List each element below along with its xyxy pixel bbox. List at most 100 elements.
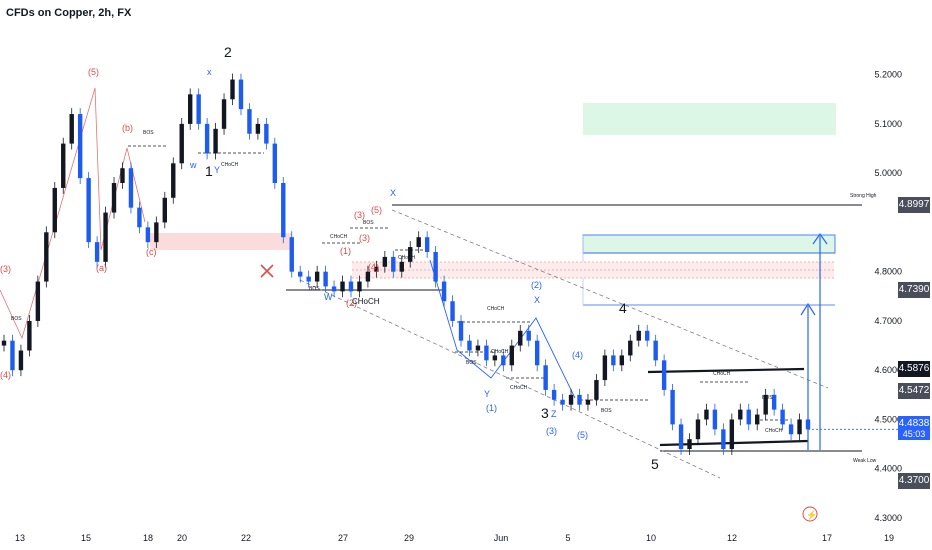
blue-w-top: w: [189, 160, 197, 170]
candle-body: [543, 365, 548, 390]
candle-body: [585, 399, 591, 405]
choch-4: CHoCH: [487, 306, 505, 312]
price-tick: 4.8000: [874, 267, 902, 277]
time-tick: 10: [646, 533, 656, 543]
wave-2: 2: [224, 44, 232, 60]
candle-body: [746, 409, 751, 425]
choch-big: CHoCH: [352, 297, 380, 306]
candle-body: [780, 409, 785, 425]
candle-body: [475, 345, 481, 351]
candle-body: [44, 232, 49, 282]
candle-body: [323, 271, 328, 287]
channel-upper: [391, 209, 829, 389]
time-axis: 13 15 18 20 22 27 29 Jun 5 10 12 17 19: [15, 533, 894, 543]
red-wave-a: (a): [96, 263, 107, 273]
candle-body: [162, 197, 167, 223]
wave-1: 1: [205, 163, 213, 179]
candle-body: [230, 79, 235, 100]
choch-3: CHoCH: [398, 255, 416, 261]
price-tag-4739: 4.7390: [898, 282, 930, 298]
blue-w-mid: W: [324, 292, 333, 302]
candle-body: [69, 114, 74, 144]
candle-body: [196, 94, 201, 124]
choch-5: CHoCH: [510, 385, 528, 391]
time-tick: 19: [884, 533, 894, 543]
candle-body: [365, 271, 371, 282]
time-tick: 27: [338, 533, 348, 543]
candle-body: [120, 168, 125, 184]
blue-z: Z: [551, 409, 557, 419]
candle-body: [255, 123, 261, 134]
bos-2: BOS: [143, 130, 154, 136]
wave-3: 3: [541, 405, 549, 421]
candle-body: [687, 439, 692, 450]
blue-wave-2: (2): [531, 280, 542, 290]
candle-body: [738, 409, 743, 420]
red-wave-b: (b): [122, 123, 133, 133]
blue-y-low: Y: [484, 389, 490, 399]
time-tick: 17: [822, 533, 832, 543]
candle-body: [52, 187, 57, 233]
bos-7: BOS: [762, 395, 773, 401]
wave-labels-black: 2 1 4 3 5: [205, 44, 659, 472]
candle-body: [61, 143, 66, 188]
wave-labels-red: (5) (b) (a) (c) (3) (5) (1) (4) (2) (3) …: [0, 67, 382, 380]
candle-body: [441, 281, 447, 302]
bos-6: BOS: [309, 286, 320, 292]
candle-body: [695, 419, 701, 440]
wave-labels-blue: x w Y X W (2) X (4) Y (1) Z (3) (5): [189, 67, 588, 440]
candle-body: [577, 394, 582, 405]
candle-body: [314, 271, 320, 282]
candle-body: [805, 419, 811, 430]
red-wave-3b: (3): [359, 233, 370, 243]
candle-body: [289, 237, 294, 272]
price-axis: 5.2000 5.1000 5.0000 4.8000 4.7000 4.6000 4.50…: [874, 70, 902, 523]
candle-series: [1, 73, 898, 455]
candle-body: [433, 251, 438, 282]
candle-body: [721, 429, 726, 450]
price-tick: 4.4000: [874, 464, 902, 474]
candle-body: [670, 389, 675, 425]
price-tick: 4.6000: [874, 365, 902, 375]
price-tag-4547: 4.5472: [898, 383, 930, 399]
candle-body: [712, 409, 718, 430]
candle-body: [281, 183, 286, 238]
chart-title: CFDs on Copper, 2h, FX: [6, 7, 132, 19]
candle-body: [458, 320, 464, 341]
green-zone-top: [583, 103, 836, 135]
candle-body: [484, 345, 489, 361]
choch-1: CHoCH: [221, 162, 239, 168]
bolt-icon-ring[interactable]: [802, 506, 818, 522]
bolt-icon[interactable]: ⚡: [806, 509, 817, 521]
blue-wave-path: [429, 259, 576, 399]
range-top: [647, 367, 805, 374]
candle-body: [416, 237, 421, 248]
candle-body: [602, 355, 608, 381]
candle-body: [509, 345, 514, 366]
bos-5: BOS: [601, 408, 612, 414]
time-tick: 29: [404, 533, 414, 543]
red-wave-path: [0, 87, 146, 340]
red-wave-2: (2): [346, 298, 357, 308]
candle-body: [560, 399, 565, 405]
candle-body: [331, 286, 337, 292]
candle-body: [492, 355, 498, 361]
candle-body: [128, 168, 134, 208]
bos-3: BOS: [363, 220, 374, 226]
candle-body: [204, 123, 210, 154]
candle-body: [611, 355, 616, 366]
blue-wave-4: (4): [572, 350, 583, 360]
countdown-tag: 45:03: [898, 428, 930, 440]
candle-body: [568, 394, 574, 405]
red-wave-5: (5): [371, 205, 382, 215]
candle-body: [391, 256, 396, 272]
candle-body: [619, 355, 625, 366]
candle-body: [35, 281, 41, 321]
wave-4: 4: [619, 300, 627, 316]
time-tick: 13: [15, 533, 25, 543]
candle-body: [187, 94, 193, 124]
candle-body: [636, 330, 641, 341]
candle-body: [797, 419, 802, 435]
candle-body: [111, 183, 117, 213]
